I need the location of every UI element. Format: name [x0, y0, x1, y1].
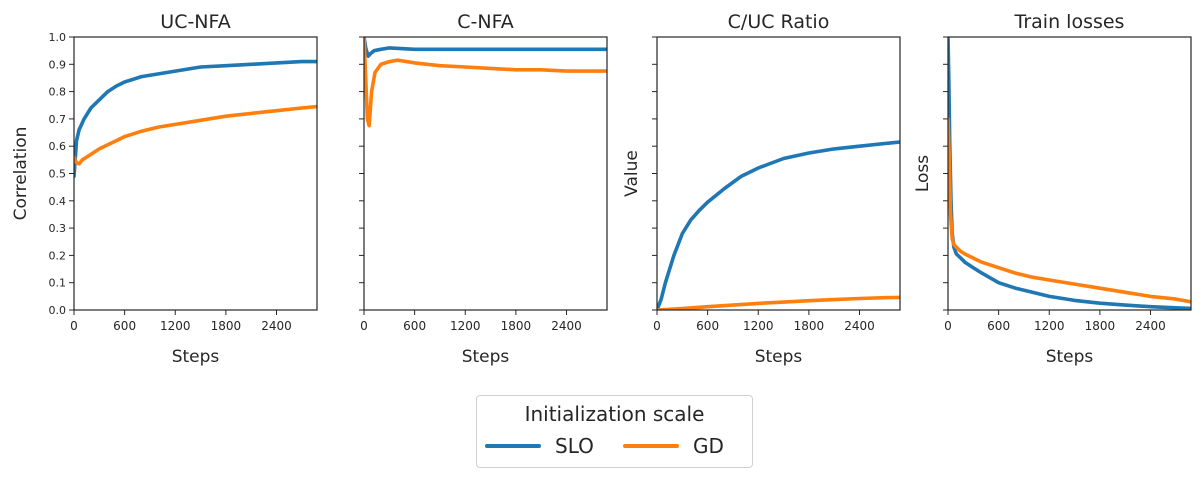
y-tick-label: 1.0	[49, 31, 67, 44]
legend-title: Initialization scale	[524, 402, 705, 426]
legend-label-slo: SLO	[555, 434, 594, 458]
legend-item-slo: SLO	[485, 434, 594, 458]
plot-frame	[73, 36, 318, 311]
x-tick-label: 1800	[211, 319, 242, 333]
x-tick-label: 1200	[743, 319, 774, 333]
series-line-slo	[364, 37, 607, 58]
x-axis-label: Steps	[172, 347, 220, 367]
x-axis-label: Steps	[1046, 347, 1094, 367]
series-line-gd	[948, 117, 1191, 304]
y-tick-label: 0.0	[49, 304, 67, 317]
x-tick-label: 0	[944, 319, 952, 333]
x-tick-label: 1200	[450, 319, 481, 333]
panel-title: Train losses	[1014, 11, 1125, 33]
x-tick-label: 600	[987, 319, 1010, 333]
x-tick-label: 0	[653, 319, 661, 333]
x-tick-label: 1200	[160, 319, 191, 333]
y-tick-label: 0.3	[49, 222, 67, 235]
x-tick-label: 1800	[501, 319, 532, 333]
panel-title: C/UC Ratio	[728, 11, 830, 33]
plot-frame	[947, 36, 1192, 311]
plot-frame	[656, 36, 901, 311]
series-line-gd	[364, 37, 607, 128]
y-tick-label: 0.2	[49, 249, 67, 262]
x-tick-label: 2400	[261, 319, 292, 333]
x-tick-label: 1800	[1085, 319, 1116, 333]
series-line-slo	[948, 37, 1191, 310]
x-tick-label: 1200	[1034, 319, 1065, 333]
panel-3: 0 600 1200 1800 2400 C/UC Ratio Steps Value	[622, 11, 901, 367]
legend: Initialization scale SLO GD	[476, 395, 753, 468]
x-tick-label: 2400	[1135, 319, 1166, 333]
x-axis-label: Steps	[462, 347, 510, 367]
plot-frame	[363, 36, 608, 311]
y-tick-label: 0.4	[49, 195, 67, 208]
y-tick-label: 0.1	[49, 277, 67, 290]
y-tick-label: 0.8	[49, 86, 67, 99]
y-tick-label: 0.5	[49, 168, 67, 181]
x-tick-label: 600	[113, 319, 136, 333]
series-line-slo	[74, 59, 317, 178]
series-line-slo	[657, 140, 900, 310]
panel-1: 0 600 1200 1800 2400 0.0 0.1 0.2 0.3 0.4 0.5 0.6 0.7…	[11, 11, 318, 367]
legend-item-gd: GD	[623, 434, 724, 458]
x-axis-label: Steps	[755, 347, 803, 367]
series-line-gd	[74, 104, 317, 166]
x-tick-label: 600	[403, 319, 426, 333]
x-tick-label: 2400	[844, 319, 875, 333]
y-axis-label: Correlation	[11, 127, 31, 221]
legend-label-gd: GD	[693, 434, 724, 458]
x-tick-label: 0	[70, 319, 78, 333]
y-tick-label: 0.7	[49, 113, 67, 126]
y-tick-label: 0.9	[49, 58, 67, 71]
x-tick-label: 1800	[794, 319, 825, 333]
x-tick-label: 2400	[551, 319, 582, 333]
panel-2: 0 600 1200 1800 2400 C-NFA Steps	[359, 11, 608, 367]
series-line-gd	[657, 295, 900, 310]
x-tick-label: 600	[696, 319, 719, 333]
panel-4: 0 600 1200 1800 2400 Train losses Steps Loss	[913, 11, 1192, 367]
legend-swatch-slo	[485, 444, 541, 448]
y-axis-label: Loss	[913, 155, 933, 192]
x-tick-label: 0	[360, 319, 368, 333]
y-tick-label: 0.6	[49, 140, 67, 153]
panel-title: UC-NFA	[160, 11, 230, 33]
legend-swatch-gd	[623, 444, 679, 448]
y-axis-label: Value	[622, 150, 642, 197]
panel-title: C-NFA	[457, 11, 514, 33]
